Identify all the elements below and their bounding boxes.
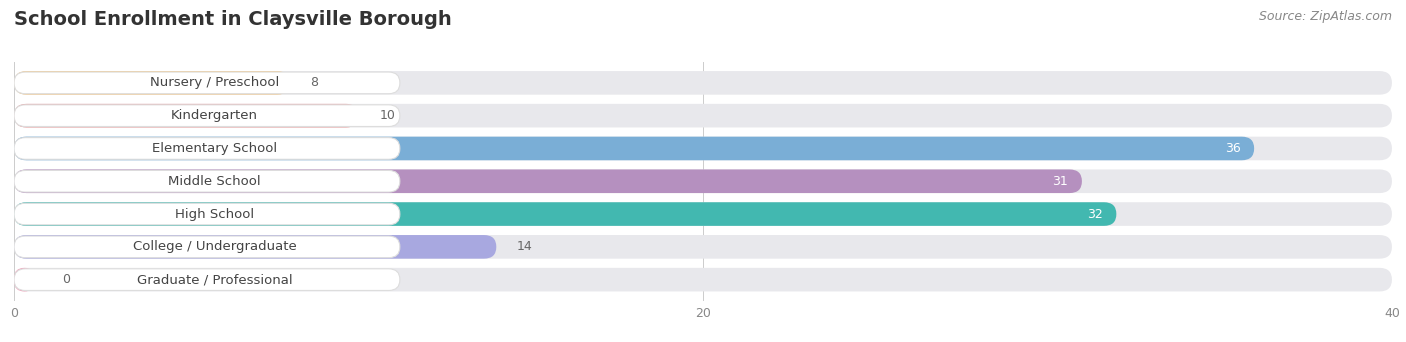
FancyBboxPatch shape xyxy=(14,203,399,225)
Text: 8: 8 xyxy=(311,76,318,89)
FancyBboxPatch shape xyxy=(14,137,1254,160)
FancyBboxPatch shape xyxy=(14,71,1392,95)
FancyBboxPatch shape xyxy=(14,105,399,127)
FancyBboxPatch shape xyxy=(14,71,290,95)
Text: Kindergarten: Kindergarten xyxy=(172,109,259,122)
Text: Nursery / Preschool: Nursery / Preschool xyxy=(150,76,280,89)
Text: Graduate / Professional: Graduate / Professional xyxy=(136,273,292,286)
Text: 32: 32 xyxy=(1087,208,1102,221)
FancyBboxPatch shape xyxy=(14,137,1392,160)
FancyBboxPatch shape xyxy=(14,268,1392,291)
FancyBboxPatch shape xyxy=(14,202,1392,226)
FancyBboxPatch shape xyxy=(14,169,1083,193)
FancyBboxPatch shape xyxy=(14,170,399,192)
Text: Source: ZipAtlas.com: Source: ZipAtlas.com xyxy=(1258,10,1392,23)
Text: 31: 31 xyxy=(1052,175,1069,188)
FancyBboxPatch shape xyxy=(14,104,1392,128)
Text: College / Undergraduate: College / Undergraduate xyxy=(132,240,297,253)
Text: 10: 10 xyxy=(380,109,395,122)
FancyBboxPatch shape xyxy=(14,72,399,94)
Text: 36: 36 xyxy=(1225,142,1240,155)
FancyBboxPatch shape xyxy=(14,202,1116,226)
Text: 0: 0 xyxy=(62,273,70,286)
Text: School Enrollment in Claysville Borough: School Enrollment in Claysville Borough xyxy=(14,10,451,29)
FancyBboxPatch shape xyxy=(14,235,496,259)
Text: Elementary School: Elementary School xyxy=(152,142,277,155)
FancyBboxPatch shape xyxy=(14,269,399,290)
FancyBboxPatch shape xyxy=(14,236,399,258)
Text: 14: 14 xyxy=(517,240,533,253)
Text: Middle School: Middle School xyxy=(169,175,262,188)
FancyBboxPatch shape xyxy=(14,104,359,128)
FancyBboxPatch shape xyxy=(14,169,1392,193)
FancyBboxPatch shape xyxy=(14,268,35,291)
FancyBboxPatch shape xyxy=(14,137,399,159)
Text: High School: High School xyxy=(176,208,254,221)
FancyBboxPatch shape xyxy=(14,235,1392,259)
